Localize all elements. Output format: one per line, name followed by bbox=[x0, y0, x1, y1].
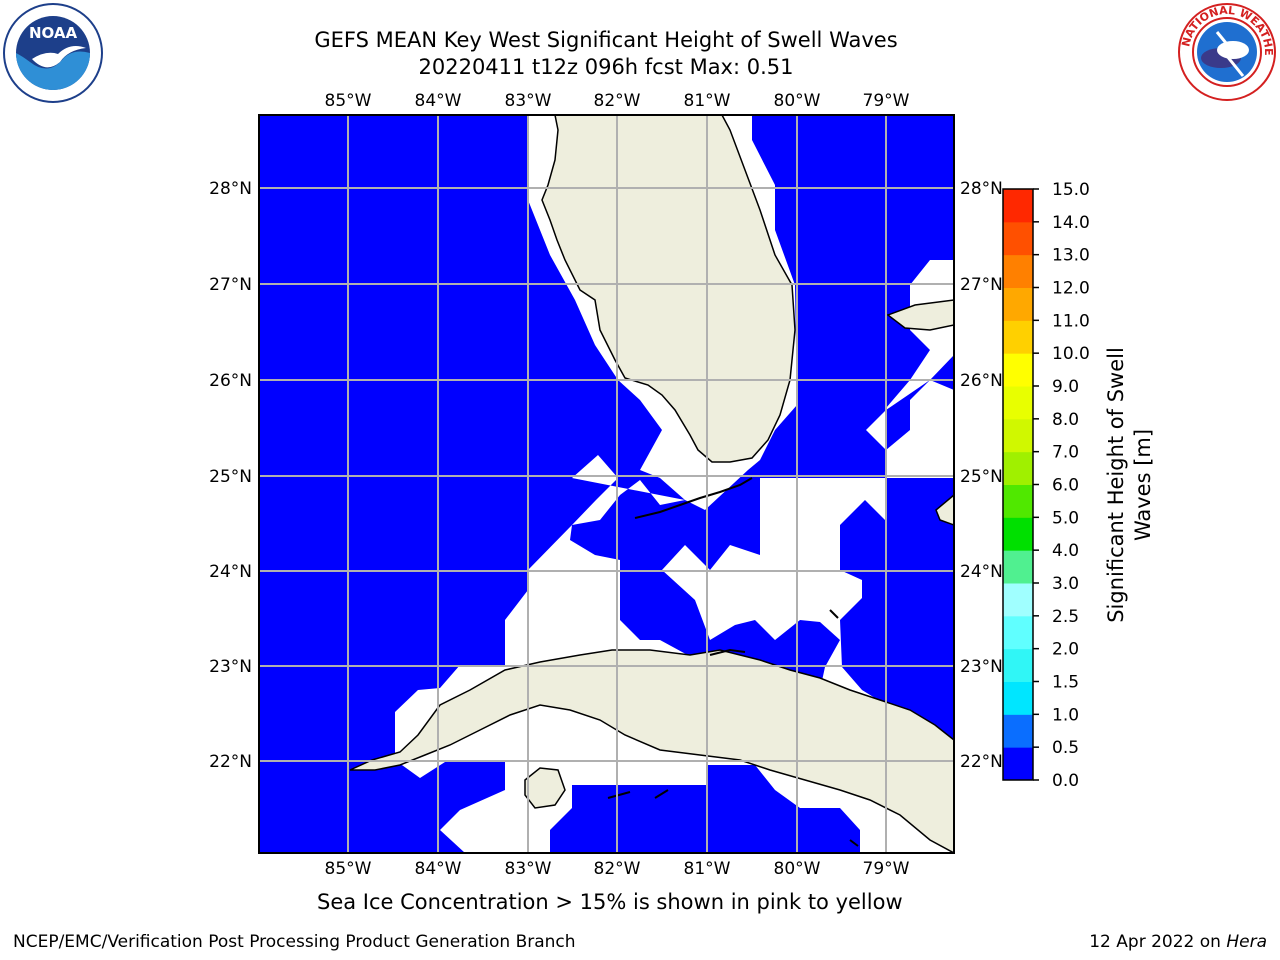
lat-label: 28°N bbox=[960, 179, 1003, 199]
lat-labels-right: 28°N 27°N 26°N 25°N 24°N 23°N 22°N bbox=[960, 179, 1003, 772]
footer-branch: NCEP/EMC/Verification Post Processing Pr… bbox=[13, 932, 576, 952]
lat-label: 27°N bbox=[209, 275, 252, 295]
lat-label: 25°N bbox=[960, 467, 1003, 487]
chart-title: GEFS MEAN Key West Significant Height of… bbox=[314, 28, 898, 52]
colorbar-segment bbox=[1003, 189, 1033, 223]
lat-label: 28°N bbox=[209, 179, 252, 199]
colorbar-level-label: 2.5 bbox=[1052, 607, 1079, 627]
lat-label: 23°N bbox=[209, 657, 252, 677]
colorbar-level-label: 12.0 bbox=[1052, 279, 1090, 299]
colorbar-segment bbox=[1003, 484, 1033, 518]
lon-label: 79°W bbox=[863, 91, 910, 111]
colorbar-level-label: 8.0 bbox=[1052, 410, 1079, 430]
colorbar-segment bbox=[1003, 320, 1033, 354]
lon-label: 82°W bbox=[594, 91, 641, 111]
colorbar-level-label: 0.0 bbox=[1052, 771, 1079, 791]
nws-logo-icon: NATIONAL WEATHER SERVICE bbox=[1177, 2, 1276, 101]
colorbar-level-label: 13.0 bbox=[1052, 246, 1090, 266]
footer-date-text: 12 Apr 2022 on bbox=[1089, 932, 1227, 952]
colorbar-segment bbox=[1003, 287, 1033, 321]
svg-text:NOAA: NOAA bbox=[29, 24, 78, 42]
graticule bbox=[259, 115, 954, 853]
colorbar-segment bbox=[1003, 517, 1033, 551]
colorbar-level-label: 4.0 bbox=[1052, 541, 1079, 561]
colorbar-level-label: 7.0 bbox=[1052, 443, 1079, 463]
lon-label: 80°W bbox=[774, 91, 821, 111]
colorbar-labels: 0.0 0.5 1.0 1.5 2.0 2.5 3.0 4.0 5.0 6.0 7.0 8.0 9.0 1… bbox=[1033, 180, 1090, 791]
land bbox=[349, 115, 954, 853]
colorbar-segment bbox=[1003, 714, 1033, 748]
lon-label: 81°W bbox=[684, 859, 731, 879]
keys bbox=[607, 477, 859, 847]
colorbar-level-label: 6.0 bbox=[1052, 476, 1079, 496]
lon-label: 79°W bbox=[863, 859, 910, 879]
colorbar-segment bbox=[1003, 254, 1033, 288]
colorbar-segment bbox=[1003, 681, 1033, 715]
lon-label: 80°W bbox=[774, 859, 821, 879]
colorbar-level-label: 10.0 bbox=[1052, 344, 1090, 364]
lon-label: 85°W bbox=[325, 91, 372, 111]
colorbar-level-label: 2.0 bbox=[1052, 640, 1079, 660]
colorbar-segment bbox=[1003, 418, 1033, 453]
colorbar-segment bbox=[1003, 615, 1033, 650]
lon-label: 83°W bbox=[505, 91, 552, 111]
colorbar-level-label: 1.0 bbox=[1052, 705, 1079, 725]
footer-host: Hera bbox=[1226, 932, 1267, 952]
colorbar-title-line2: Waves [m] bbox=[1131, 429, 1155, 541]
lat-label: 22°N bbox=[209, 752, 252, 772]
colorbar-level-label: 5.0 bbox=[1052, 508, 1079, 528]
lon-label: 82°W bbox=[594, 859, 641, 879]
noaa-logo-icon: NOAA bbox=[3, 3, 103, 103]
colorbar-segment bbox=[1003, 221, 1033, 256]
colorbar-segment bbox=[1003, 353, 1033, 387]
colorbar-segment bbox=[1003, 386, 1033, 420]
colorbar-level-label: 0.5 bbox=[1052, 738, 1079, 758]
colorbar-level-label: 15.0 bbox=[1052, 180, 1090, 200]
colorbar-level-label: 14.0 bbox=[1052, 213, 1090, 233]
colorbar-level-label: 9.0 bbox=[1052, 377, 1079, 397]
lon-label: 84°W bbox=[415, 91, 462, 111]
chart-subtitle: 20220411 t12z 096h fcst Max: 0.51 bbox=[418, 55, 794, 79]
lat-labels-left: 28°N 27°N 26°N 25°N 24°N 23°N 22°N bbox=[209, 179, 252, 772]
lon-label: 85°W bbox=[325, 859, 372, 879]
colorbar-title-line1: Significant Height of Swell bbox=[1104, 347, 1128, 623]
colorbar-segment bbox=[1003, 648, 1033, 682]
lat-label: 23°N bbox=[960, 657, 1003, 677]
colorbar-segment bbox=[1003, 550, 1033, 584]
lon-labels-bottom: 85°W 84°W 83°W 82°W 81°W 80°W 79°W bbox=[325, 859, 910, 879]
lon-label: 84°W bbox=[415, 859, 462, 879]
colorbar-level-label: 3.0 bbox=[1052, 574, 1079, 594]
colorbar-level-label: 1.5 bbox=[1052, 673, 1079, 693]
colorbar bbox=[1003, 189, 1033, 781]
colorbar-level-label: 11.0 bbox=[1052, 311, 1090, 331]
lat-label: 26°N bbox=[960, 371, 1003, 391]
sea-ice-note: Sea Ice Concentration > 15% is shown in … bbox=[317, 890, 903, 914]
colorbar-segment bbox=[1003, 583, 1033, 617]
map-frame bbox=[258, 114, 955, 854]
lat-label: 24°N bbox=[960, 562, 1003, 582]
colorbar-segment bbox=[1003, 451, 1033, 485]
lat-label: 26°N bbox=[209, 371, 252, 391]
lon-label: 83°W bbox=[505, 859, 552, 879]
lon-label: 81°W bbox=[684, 91, 731, 111]
footer-date: 12 Apr 2022 on Hera bbox=[1089, 932, 1267, 952]
lat-label: 22°N bbox=[960, 752, 1003, 772]
lat-label: 24°N bbox=[209, 562, 252, 582]
lat-label: 25°N bbox=[209, 467, 252, 487]
lon-labels-top: 85°W 84°W 83°W 82°W 81°W 80°W 79°W bbox=[325, 91, 910, 111]
colorbar-segment bbox=[1003, 747, 1033, 781]
lat-label: 27°N bbox=[960, 275, 1003, 295]
